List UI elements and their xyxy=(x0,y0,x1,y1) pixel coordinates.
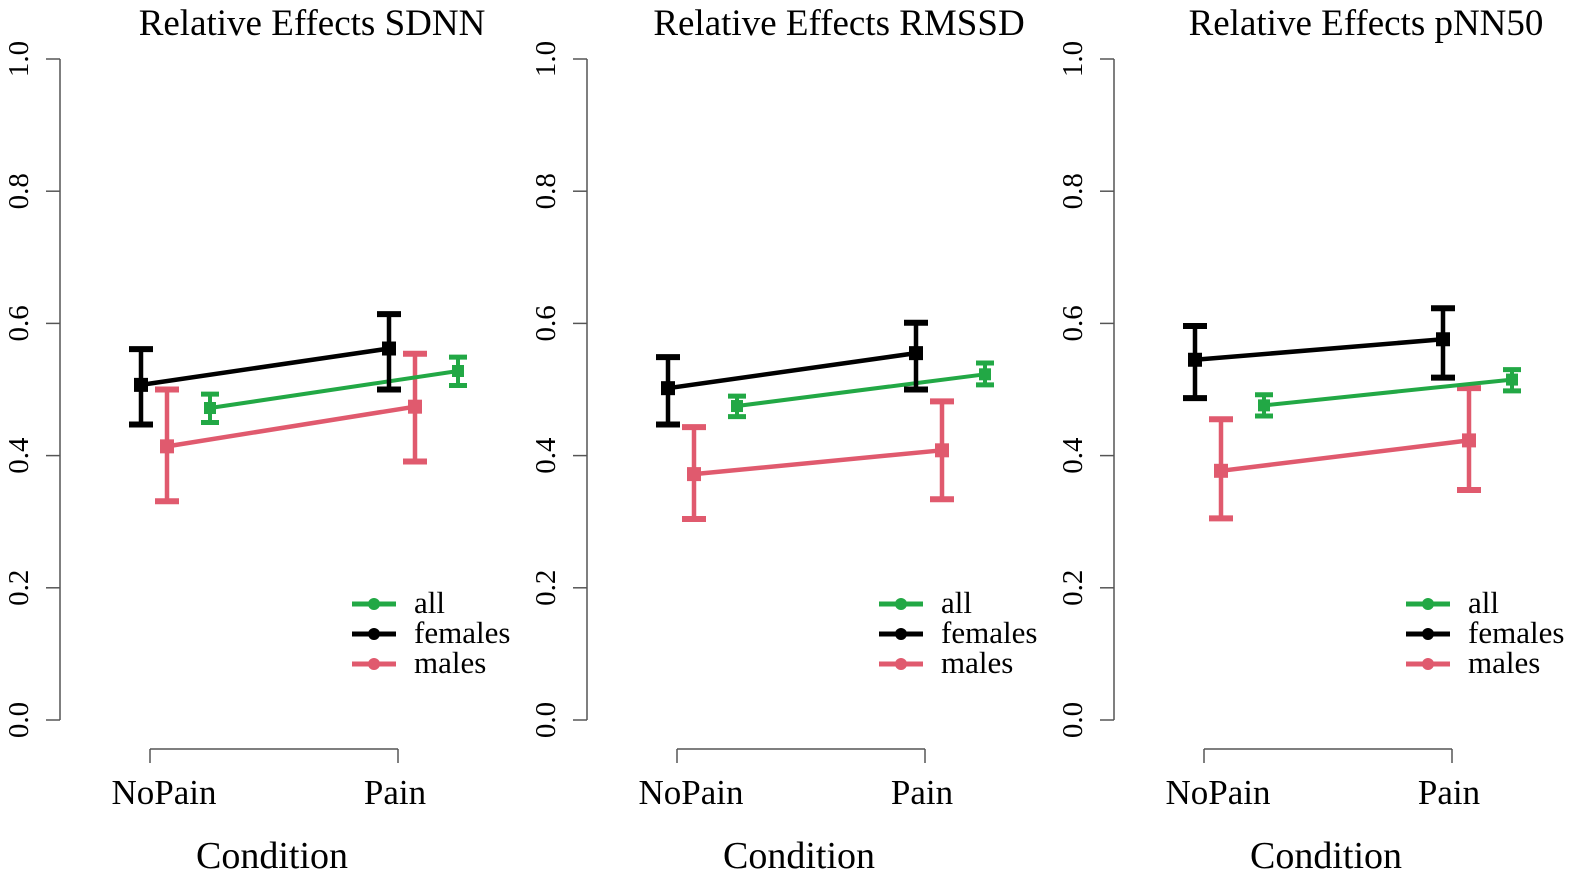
legend-marker-females xyxy=(1422,628,1434,640)
x-axis-label: Condition xyxy=(196,835,348,877)
data-point-all xyxy=(204,402,216,415)
legend-label-females: females xyxy=(941,615,1037,650)
series-line-females xyxy=(667,350,917,391)
data-point-females xyxy=(382,341,396,356)
chart-title: Relative Effects SDNN xyxy=(139,3,486,44)
legend-label-males: males xyxy=(941,645,1013,680)
y-tick-label: 0.0 xyxy=(530,702,562,738)
series-line-all xyxy=(736,372,986,409)
x-axis-label: Condition xyxy=(723,835,875,877)
series-all xyxy=(728,360,994,420)
series-males xyxy=(682,398,954,523)
data-point-males xyxy=(1214,463,1228,478)
data-point-females xyxy=(1188,352,1202,367)
series-line-females xyxy=(1194,337,1444,362)
legend-marker-all xyxy=(895,598,907,610)
legend-label-females: females xyxy=(414,615,510,650)
series-line-all xyxy=(209,369,459,410)
y-tick-label: 1.0 xyxy=(1057,41,1089,77)
x-tick-label: NoPain xyxy=(639,773,744,812)
data-point-all xyxy=(731,400,743,413)
legend-label-all: all xyxy=(941,585,972,620)
legend-marker-males xyxy=(1422,658,1434,670)
y-tick-label: 0.6 xyxy=(3,305,35,341)
legend-marker-all xyxy=(1422,598,1434,610)
data-point-all xyxy=(979,368,991,381)
data-point-males xyxy=(935,443,949,458)
data-point-males xyxy=(1462,433,1476,448)
data-point-all xyxy=(1506,373,1518,386)
y-tick-label: 1.0 xyxy=(3,41,35,77)
y-tick-label: 0.2 xyxy=(530,570,562,606)
data-point-females xyxy=(661,381,675,396)
series-all xyxy=(201,354,467,426)
y-tick-label: 0.4 xyxy=(1057,437,1089,474)
data-point-all xyxy=(1258,399,1270,412)
legend-label-females: females xyxy=(1468,615,1564,650)
data-point-males xyxy=(408,399,422,414)
y-tick-label: 0.4 xyxy=(3,437,35,474)
y-tick-label: 0.8 xyxy=(1057,173,1089,209)
x-tick-label: Pain xyxy=(891,773,953,812)
series-females xyxy=(129,311,401,428)
series-line-all xyxy=(1263,377,1513,408)
legend-marker-males xyxy=(368,658,380,670)
chart-panels: Relative Effects SDNN 0.0 0.2 0.4 0.6 0.8 1.0 N… xyxy=(3,3,1564,877)
y-tick-label: 0.6 xyxy=(1057,305,1089,341)
x-axis-label: Condition xyxy=(1250,835,1402,877)
legend-label-all: all xyxy=(1468,585,1499,620)
series-line-males xyxy=(1220,438,1470,474)
data-point-males xyxy=(687,467,701,482)
data-point-females xyxy=(1436,332,1450,347)
y-tick-label: 1.0 xyxy=(530,41,562,77)
y-tick-label: 0.2 xyxy=(1057,570,1089,606)
y-tick-label: 0.2 xyxy=(3,570,35,606)
legend-marker-all xyxy=(368,598,380,610)
data-point-males xyxy=(160,439,174,454)
y-tick-label: 0.8 xyxy=(530,173,562,209)
series-males xyxy=(1209,385,1481,522)
chart-title: Relative Effects pNN50 xyxy=(1189,3,1544,44)
data-point-all xyxy=(452,364,464,377)
chart-title: Relative Effects RMSSD xyxy=(653,3,1024,44)
y-tick-label: 0.0 xyxy=(1057,702,1089,738)
legend-label-males: males xyxy=(414,645,486,680)
x-tick-label: Pain xyxy=(364,773,426,812)
y-tick-label: 0.0 xyxy=(3,702,35,738)
panel-1: Relative Effects SDNN 0.0 0.2 0.4 0.6 0.8 1.0 N… xyxy=(3,3,510,877)
legend-label-males: males xyxy=(1468,645,1540,680)
legend-marker-females xyxy=(895,628,907,640)
legend-marker-females xyxy=(368,628,380,640)
series-females xyxy=(1183,305,1455,402)
y-tick-label: 0.8 xyxy=(3,173,35,209)
series-males xyxy=(155,350,427,505)
x-tick-label: Pain xyxy=(1418,773,1480,812)
legend-marker-males xyxy=(895,658,907,670)
series-females xyxy=(656,319,928,428)
x-tick-label: NoPain xyxy=(1166,773,1271,812)
panel-3: Relative Effects pNN50 0.0 0.2 0.4 0.6 0.8 1.0… xyxy=(1057,3,1564,877)
y-tick-label: 0.4 xyxy=(530,437,562,474)
series-line-females xyxy=(140,346,390,388)
series-all xyxy=(1255,367,1521,419)
y-tick-label: 0.6 xyxy=(530,305,562,341)
series-line-males xyxy=(693,448,943,477)
data-point-females xyxy=(909,346,923,361)
series-line-males xyxy=(166,404,416,449)
legend-label-all: all xyxy=(414,585,445,620)
panel-2: Relative Effects RMSSD 0.0 0.2 0.4 0.6 0.8 1.0… xyxy=(530,3,1037,877)
data-point-females xyxy=(134,377,148,392)
x-tick-label: NoPain xyxy=(112,773,217,812)
